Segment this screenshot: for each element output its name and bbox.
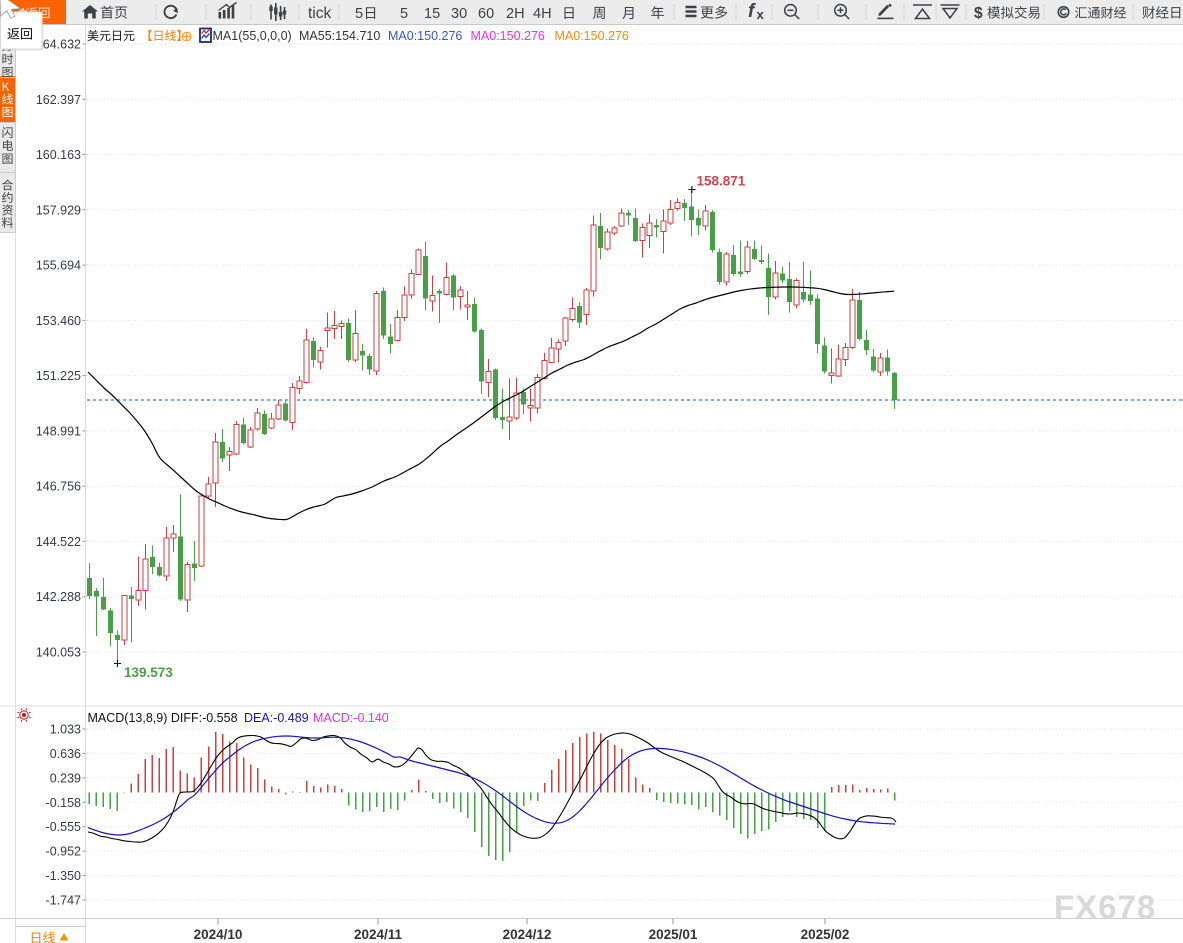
svg-text:146.756: 146.756	[36, 480, 81, 494]
svg-text:-1.350: -1.350	[46, 869, 81, 883]
svg-text:155.694: 155.694	[36, 259, 81, 273]
svg-text:$: $	[974, 5, 983, 22]
svg-text:4H: 4H	[533, 6, 552, 22]
svg-text:MACD(13,8,9) DIFF:-0.558: MACD(13,8,9) DIFF:-0.558	[88, 711, 238, 725]
svg-text:DEA:-0.489: DEA:-0.489	[244, 711, 309, 725]
svg-text:1.033: 1.033	[50, 723, 81, 737]
svg-text:5: 5	[355, 6, 363, 22]
svg-text:162.397: 162.397	[36, 93, 81, 107]
svg-text:MA0:150.276: MA0:150.276	[471, 29, 545, 43]
svg-text:60: 60	[478, 6, 494, 22]
svg-text:tick: tick	[308, 5, 332, 22]
svg-text:157.929: 157.929	[36, 203, 81, 217]
svg-text:30: 30	[451, 6, 467, 22]
svg-text:f: f	[748, 1, 756, 22]
svg-text:MA55:154.710: MA55:154.710	[299, 29, 380, 43]
svg-text:140.053: 140.053	[36, 645, 81, 659]
svg-text:153.460: 153.460	[36, 314, 81, 328]
svg-text:160.163: 160.163	[36, 148, 81, 162]
svg-text:x: x	[757, 7, 765, 22]
svg-text:164.632: 164.632	[36, 38, 81, 52]
svg-text:144.522: 144.522	[36, 535, 81, 549]
svg-text:-0.952: -0.952	[46, 845, 81, 859]
svg-text:2024/10: 2024/10	[194, 927, 243, 942]
svg-text:139.573: 139.573	[124, 665, 173, 680]
svg-text:5: 5	[400, 6, 408, 22]
svg-text:2024/11: 2024/11	[354, 927, 403, 942]
svg-text:0.239: 0.239	[50, 771, 81, 785]
svg-text:158.871: 158.871	[697, 174, 746, 189]
svg-text:FX678: FX678	[1054, 889, 1156, 926]
svg-text:15: 15	[424, 6, 440, 22]
svg-text:MA0:150.276: MA0:150.276	[555, 29, 629, 43]
svg-text:2025/01: 2025/01	[649, 927, 698, 942]
svg-text:2024/12: 2024/12	[503, 927, 552, 942]
svg-text:MA1(55,0,0,0): MA1(55,0,0,0)	[213, 29, 292, 43]
svg-text:2025/02: 2025/02	[801, 927, 850, 942]
svg-text:148.991: 148.991	[36, 424, 81, 438]
svg-text:MA0:150.276: MA0:150.276	[388, 29, 462, 43]
svg-text:151.225: 151.225	[36, 369, 81, 383]
svg-text:-0.158: -0.158	[46, 796, 81, 810]
svg-text:-1.747: -1.747	[46, 894, 81, 908]
svg-text:MACD:-0.140: MACD:-0.140	[313, 711, 389, 725]
svg-text:142.288: 142.288	[36, 590, 81, 604]
svg-text:2H: 2H	[506, 6, 525, 22]
svg-text:-0.555: -0.555	[46, 820, 81, 834]
svg-text:0.636: 0.636	[50, 747, 81, 761]
